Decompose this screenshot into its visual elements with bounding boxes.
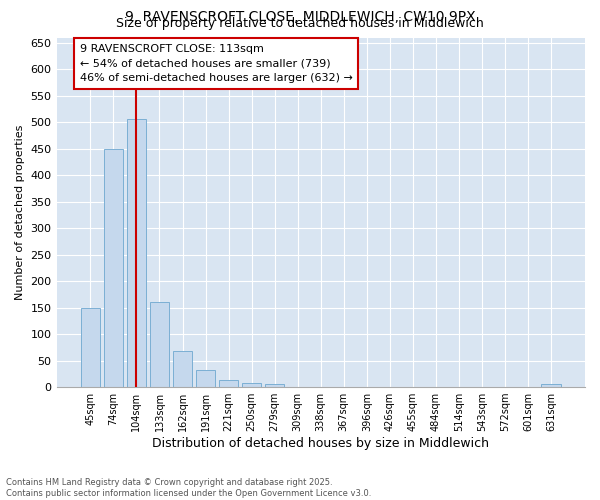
- Bar: [541, 384, 561, 387]
- Bar: [173, 351, 193, 387]
- Y-axis label: Number of detached properties: Number of detached properties: [15, 124, 25, 300]
- Bar: [127, 118, 146, 387]
- Bar: [104, 150, 123, 387]
- Bar: [242, 383, 262, 387]
- Text: 9, RAVENSCROFT CLOSE, MIDDLEWICH, CW10 9PX: 9, RAVENSCROFT CLOSE, MIDDLEWICH, CW10 9…: [125, 10, 475, 24]
- X-axis label: Distribution of detached houses by size in Middlewich: Distribution of detached houses by size …: [152, 437, 489, 450]
- Text: Contains HM Land Registry data © Crown copyright and database right 2025.
Contai: Contains HM Land Registry data © Crown c…: [6, 478, 371, 498]
- Bar: [149, 302, 169, 387]
- Bar: [265, 384, 284, 387]
- Text: 9 RAVENSCROFT CLOSE: 113sqm
← 54% of detached houses are smaller (739)
46% of se: 9 RAVENSCROFT CLOSE: 113sqm ← 54% of det…: [80, 44, 353, 84]
- Bar: [219, 380, 238, 387]
- Text: Size of property relative to detached houses in Middlewich: Size of property relative to detached ho…: [116, 18, 484, 30]
- Bar: [196, 370, 215, 387]
- Bar: [80, 308, 100, 387]
